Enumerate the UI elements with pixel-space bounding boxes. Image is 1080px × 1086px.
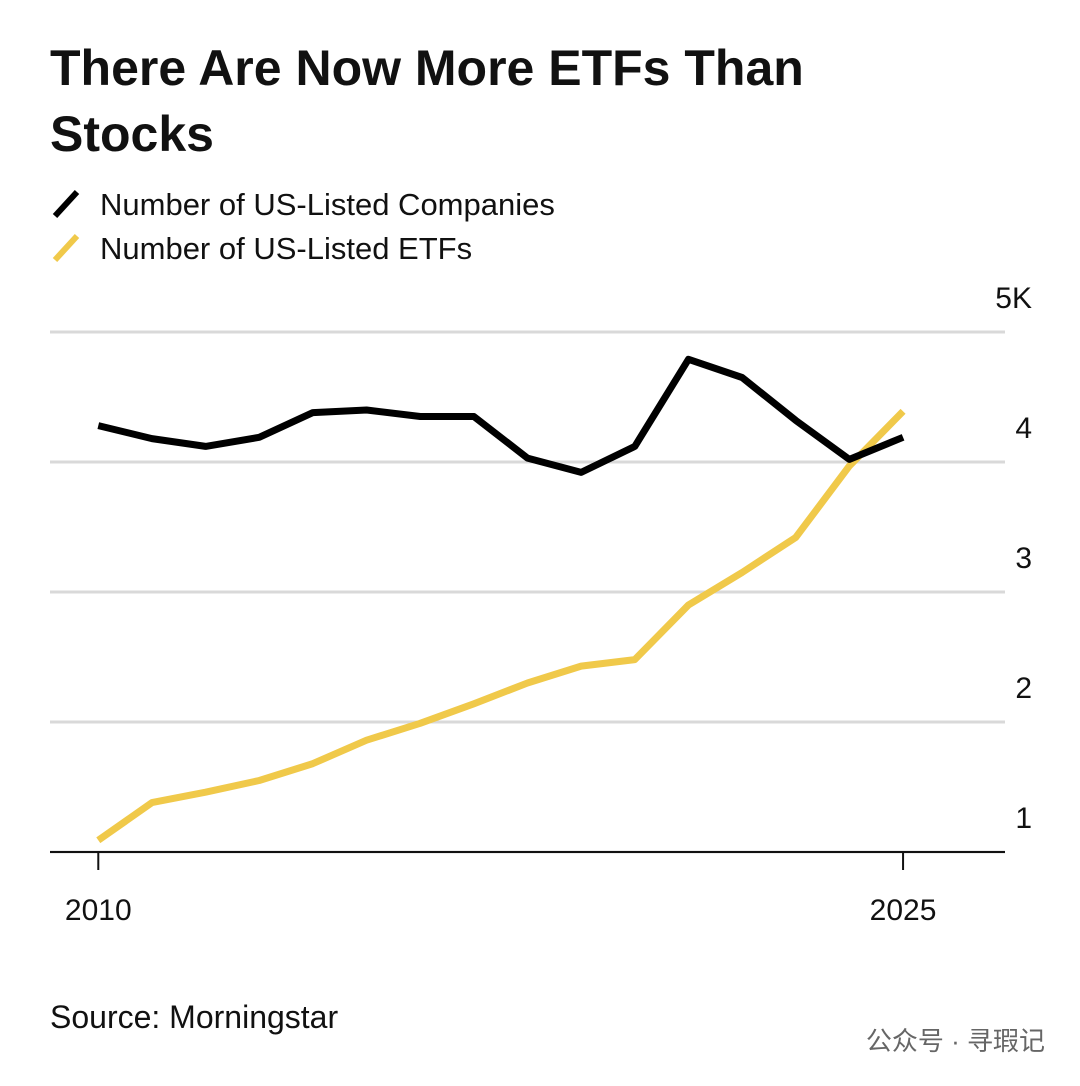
chart-title: There Are Now More ETFs Than Stocks: [50, 40, 804, 162]
y-tick-label: 5K: [995, 282, 1032, 315]
y-tick-label: 3: [1015, 542, 1032, 575]
y-tick-label: 1: [1015, 802, 1032, 835]
x-tick-label: 2025: [870, 894, 937, 927]
source: Source: Morningstar: [50, 999, 338, 1035]
series-line: [96, 408, 906, 844]
series-line: [97, 355, 905, 476]
y-tick-label: 4: [1015, 412, 1032, 445]
x-tick-label: 2010: [65, 894, 132, 927]
legend-label: Number of US-Listed Companies: [100, 187, 555, 222]
legend-swatch: [52, 189, 80, 219]
y-tick-label: 2: [1015, 672, 1032, 705]
legend-swatch: [52, 233, 80, 263]
watermark: 公众号 · 寻瑕记: [866, 1026, 1045, 1056]
legend-label: Number of US-Listed ETFs: [100, 231, 472, 266]
